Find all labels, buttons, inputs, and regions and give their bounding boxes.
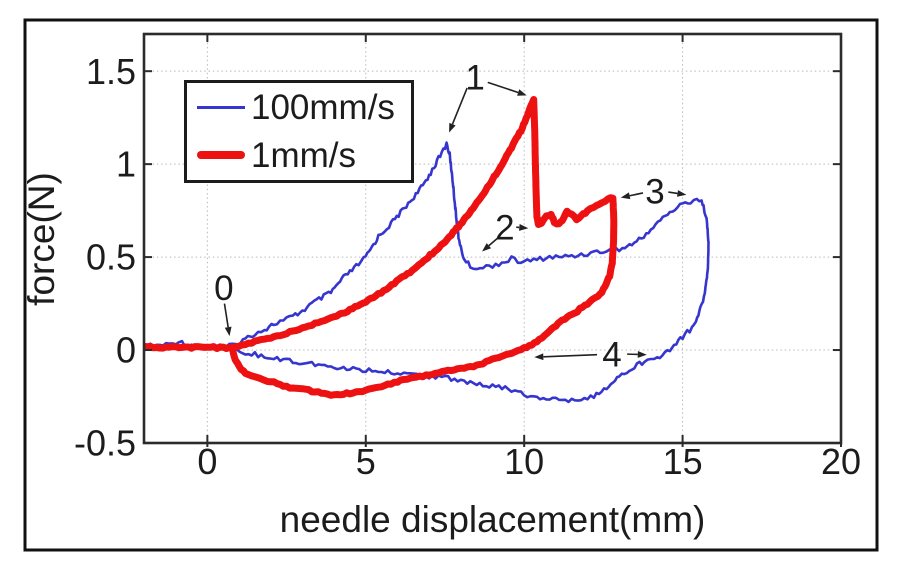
legend-entry-1mms: 1mm/s xyxy=(187,131,411,179)
legend-box: 100mm/s 1mm/s xyxy=(184,80,414,183)
y-tick-labels: -0.5 0 0.5 1 1.5 xyxy=(74,51,136,464)
annotations: 0 1 2 3 4 xyxy=(214,58,687,374)
y-tick-label: 0 xyxy=(116,330,136,371)
legend-line-sample-red xyxy=(197,151,245,159)
y-tick-label: -0.5 xyxy=(74,423,136,464)
annotation-label: 1 xyxy=(465,58,484,97)
plot-frame xyxy=(142,32,843,445)
annotation-label: 3 xyxy=(645,172,664,211)
x-tick-label: 5 xyxy=(356,441,376,482)
legend-line-sample-blue xyxy=(197,105,245,109)
series-line-1mm/s xyxy=(143,96,618,399)
x-tick-labels: 0 5 10 15 20 xyxy=(197,441,861,482)
legend-label: 1mm/s xyxy=(251,135,356,175)
figure-border xyxy=(23,18,879,552)
y-tick-label: 1.5 xyxy=(86,51,136,92)
y-axis-title: force(N) xyxy=(21,172,62,306)
annotation-label: 0 xyxy=(214,269,233,308)
legend-entry-100mms: 100mm/s xyxy=(187,83,411,131)
x-tick-label: 10 xyxy=(504,441,544,482)
x-tick-label: 15 xyxy=(663,441,703,482)
legend-label: 100mm/s xyxy=(251,87,395,127)
annotation-3: 3 xyxy=(620,172,687,211)
x-tick-label: 0 xyxy=(197,441,217,482)
series-line-100mm/s xyxy=(143,141,710,404)
x-axis-title: needle displacement(mm) xyxy=(279,499,706,540)
annotation-1: 1 xyxy=(449,58,527,133)
annotation-2: 2 xyxy=(482,208,529,252)
annotation-4: 4 xyxy=(534,335,647,374)
annotation-label: 2 xyxy=(495,208,514,247)
y-tick-label: 1 xyxy=(116,144,136,185)
annotation-0: 0 xyxy=(214,269,234,337)
series-group xyxy=(143,96,710,404)
y-tick-label: 0.5 xyxy=(86,237,136,278)
annotation-label: 4 xyxy=(602,335,621,374)
x-tick-label: 20 xyxy=(821,441,861,482)
tick-marks xyxy=(144,34,842,447)
